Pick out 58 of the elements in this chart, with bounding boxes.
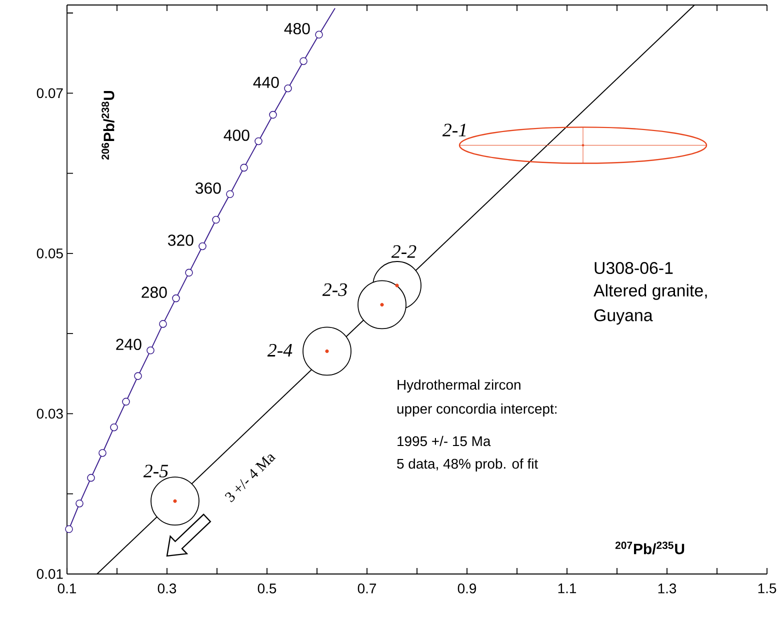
point — [198, 242, 206, 250]
point — [172, 294, 180, 302]
point — [284, 84, 292, 92]
annotation: 2-3 — [322, 283, 347, 296]
point — [325, 349, 329, 354]
y-tick-label: 0.07 — [36, 88, 63, 98]
annotation: 440 — [253, 76, 279, 88]
annotation: U308-06-1 — [594, 262, 673, 274]
annotation: Altered granite, — [594, 284, 707, 300]
y-axis-title: $^{206}$Pb/$^{238}$U — [102, 90, 114, 160]
x-tick-label: 0.7 — [358, 584, 376, 594]
point — [87, 474, 95, 482]
x-axis-title: $^{207}$Pb/$^{235}$U — [615, 542, 684, 554]
annotation: 480 — [284, 23, 310, 34]
x-tick-label: 0.9 — [458, 584, 476, 594]
annotation: 2-1 — [442, 124, 466, 136]
annotation: 400 — [224, 130, 250, 141]
point — [110, 423, 118, 432]
x-tick-label: 1.3 — [658, 584, 676, 594]
point — [76, 500, 84, 508]
x-tick-label: 0.3 — [158, 584, 176, 594]
x-tick-label: 0.1 — [58, 584, 76, 594]
point — [226, 190, 234, 198]
point — [315, 30, 323, 39]
point — [269, 110, 277, 119]
x-tick-label: 1.1 — [558, 584, 576, 594]
annotation: 320 — [168, 234, 194, 246]
point — [240, 164, 248, 172]
point — [65, 525, 73, 534]
annotation: 2-2 — [391, 245, 416, 258]
x-tick-label: 0.5 — [258, 584, 276, 594]
annotation: 2-4 — [267, 344, 292, 356]
point — [122, 398, 130, 406]
annotation: 240 — [116, 338, 142, 350]
x-tick-label: 1.5 — [758, 584, 776, 594]
point — [254, 137, 262, 146]
point — [159, 320, 167, 328]
point — [146, 346, 154, 354]
annotation: 280 — [142, 286, 167, 298]
annotation: Hydrothermal zircon — [398, 380, 520, 392]
point — [300, 57, 308, 65]
point — [185, 268, 193, 277]
point — [212, 216, 220, 224]
point — [395, 284, 399, 288]
y-tick-label: 0.03 — [36, 408, 63, 419]
point — [98, 449, 106, 457]
point — [380, 302, 384, 307]
point — [134, 372, 142, 380]
annotation: Guyana — [594, 309, 653, 325]
annotation: 5 data, 48% prob. of fit — [397, 458, 538, 472]
point — [173, 499, 177, 503]
annotation: 2-5 — [143, 464, 168, 478]
y-tick-label: 0.01 — [36, 569, 63, 579]
annotation: 1995 +/- 15 Ma — [398, 436, 491, 446]
annotation: 3 +/- 4 Ma — [224, 454, 276, 502]
y-tick-label: 0.05 — [36, 248, 63, 258]
annotation: upper concordia intercept: — [397, 404, 556, 417]
annotation: 360 — [195, 182, 221, 194]
